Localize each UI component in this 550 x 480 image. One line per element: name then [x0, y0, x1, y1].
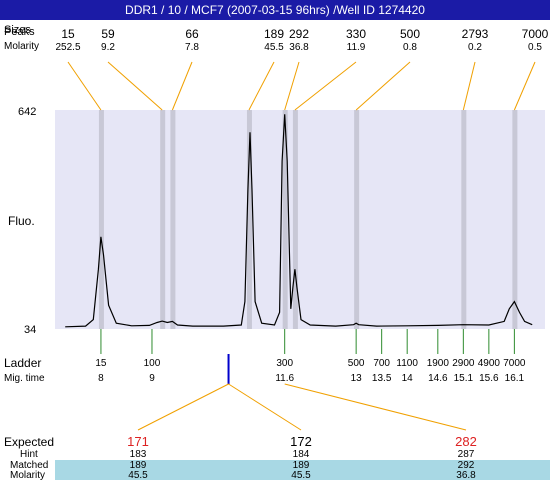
peak-connector — [462, 61, 476, 111]
ladder-mig-time-label: 8 — [98, 373, 104, 384]
ladder-mig-time-label: 15.1 — [454, 373, 474, 384]
peak-connector — [355, 61, 411, 111]
peak-band — [292, 110, 298, 329]
ladder-mig-time-label: 14.6 — [428, 373, 448, 384]
peak-connector — [107, 61, 163, 111]
peak-molarity-label: 45.5 — [264, 42, 284, 53]
ladder-mig-time-label: 16.1 — [505, 373, 525, 384]
peak-molarity-label: 9.2 — [101, 42, 115, 53]
ladder-size-label: 500 — [348, 358, 365, 369]
peak-band — [282, 110, 288, 329]
hint-value: 184 — [293, 449, 310, 460]
peak-connector — [284, 61, 300, 111]
peak-size-label: 59 — [101, 27, 115, 41]
hint-row-label: Hint — [20, 449, 38, 460]
chart-title: DDR1 / 10 / MCF7 (2007-03-15 96hrs) /Wel… — [0, 0, 550, 20]
hint-value: 183 — [130, 449, 147, 460]
expected-connector — [284, 383, 467, 431]
peaks-row-label: Peaks — [4, 26, 35, 38]
ladder-mig-time-label: 14 — [402, 373, 414, 384]
peak-connector — [171, 61, 193, 111]
peak-band — [461, 110, 467, 329]
peak-band — [160, 110, 166, 329]
y-axis-label: Fluo. — [8, 214, 35, 228]
peak-molarity-label: 252.5 — [55, 42, 80, 53]
ladder-mig-time-label: 11.6 — [275, 373, 294, 384]
ladder-mig-time-label: 15.6 — [479, 373, 499, 384]
peak-molarity-label: 7.8 — [185, 42, 199, 53]
peak-size-label: 292 — [289, 27, 309, 41]
ladder-size-label: 15 — [95, 358, 107, 369]
peak-molarity-label: 0.2 — [468, 42, 482, 53]
peak-connector — [294, 61, 357, 111]
peak-band — [512, 110, 518, 329]
fluorescence-trace — [65, 114, 533, 328]
expected-molarity-value: 36.8 — [456, 470, 476, 480]
y-tick-label: 34 — [24, 324, 36, 336]
sizes-row-label: Sizes — [4, 24, 31, 36]
ladder-mig-time-label: 9 — [149, 373, 155, 384]
ladder-size-label: 1900 — [427, 358, 450, 369]
peak-band — [170, 110, 176, 329]
y-tick-label: 642 — [18, 106, 36, 118]
ladder-row-label: Ladder — [4, 356, 41, 370]
expected-connector — [228, 383, 302, 431]
expected-value: 171 — [127, 434, 149, 449]
ladder-size-label: 4900 — [478, 358, 501, 369]
expected-molarity-value: 45.5 — [291, 470, 311, 480]
peak-molarity-label: 0.8 — [403, 42, 417, 53]
matched-value: 189 — [293, 460, 310, 471]
peak-band — [354, 110, 360, 329]
matched-value: 292 — [458, 460, 475, 471]
peak-connector — [513, 61, 536, 111]
hint-value: 287 — [458, 449, 475, 460]
ladder-mig-time-label: 13.5 — [372, 373, 392, 384]
ladder-size-label: 1100 — [396, 358, 418, 369]
ladder-size-label: 100 — [144, 358, 161, 369]
expected-row-label: Expected — [4, 435, 54, 449]
matched-row-label: Matched — [10, 460, 48, 471]
ladder-size-label: 700 — [373, 358, 390, 369]
expected-molarity-value: 45.5 — [128, 470, 148, 480]
peak-molarity-label: 0.5 — [528, 42, 542, 53]
peak-connector — [248, 61, 275, 111]
peak-band — [246, 110, 252, 329]
peak-size-label: 500 — [400, 27, 420, 41]
expected-value: 172 — [290, 434, 312, 449]
peak-size-label: 7000 — [522, 27, 549, 41]
molarity-row-label: Molarity — [10, 470, 45, 480]
peak-band — [98, 110, 104, 329]
matched-highlight — [55, 460, 550, 480]
peak-size-label: 189 — [264, 27, 284, 41]
peak-size-label: 330 — [346, 27, 366, 41]
matched-value: 189 — [130, 460, 147, 471]
mig-time-row-label: Mig. time — [4, 373, 45, 384]
molarity-row-label: Molarity — [4, 41, 39, 52]
peak-size-label: 66 — [185, 27, 199, 41]
expected-connector — [137, 383, 229, 431]
ladder-size-label: 2900 — [452, 358, 475, 369]
peak-connector — [67, 61, 102, 111]
peak-size-label: 2793 — [462, 27, 489, 41]
expected-value: 282 — [455, 434, 477, 449]
peak-size-label: 15 — [61, 27, 75, 41]
plot-area — [55, 110, 545, 329]
ladder-size-label: 300 — [276, 358, 293, 369]
peak-molarity-label: 36.8 — [289, 42, 309, 53]
peak-molarity-label: 11.9 — [347, 42, 366, 53]
ladder-size-label: 7000 — [503, 358, 526, 369]
ladder-mig-time-label: 13 — [351, 373, 363, 384]
